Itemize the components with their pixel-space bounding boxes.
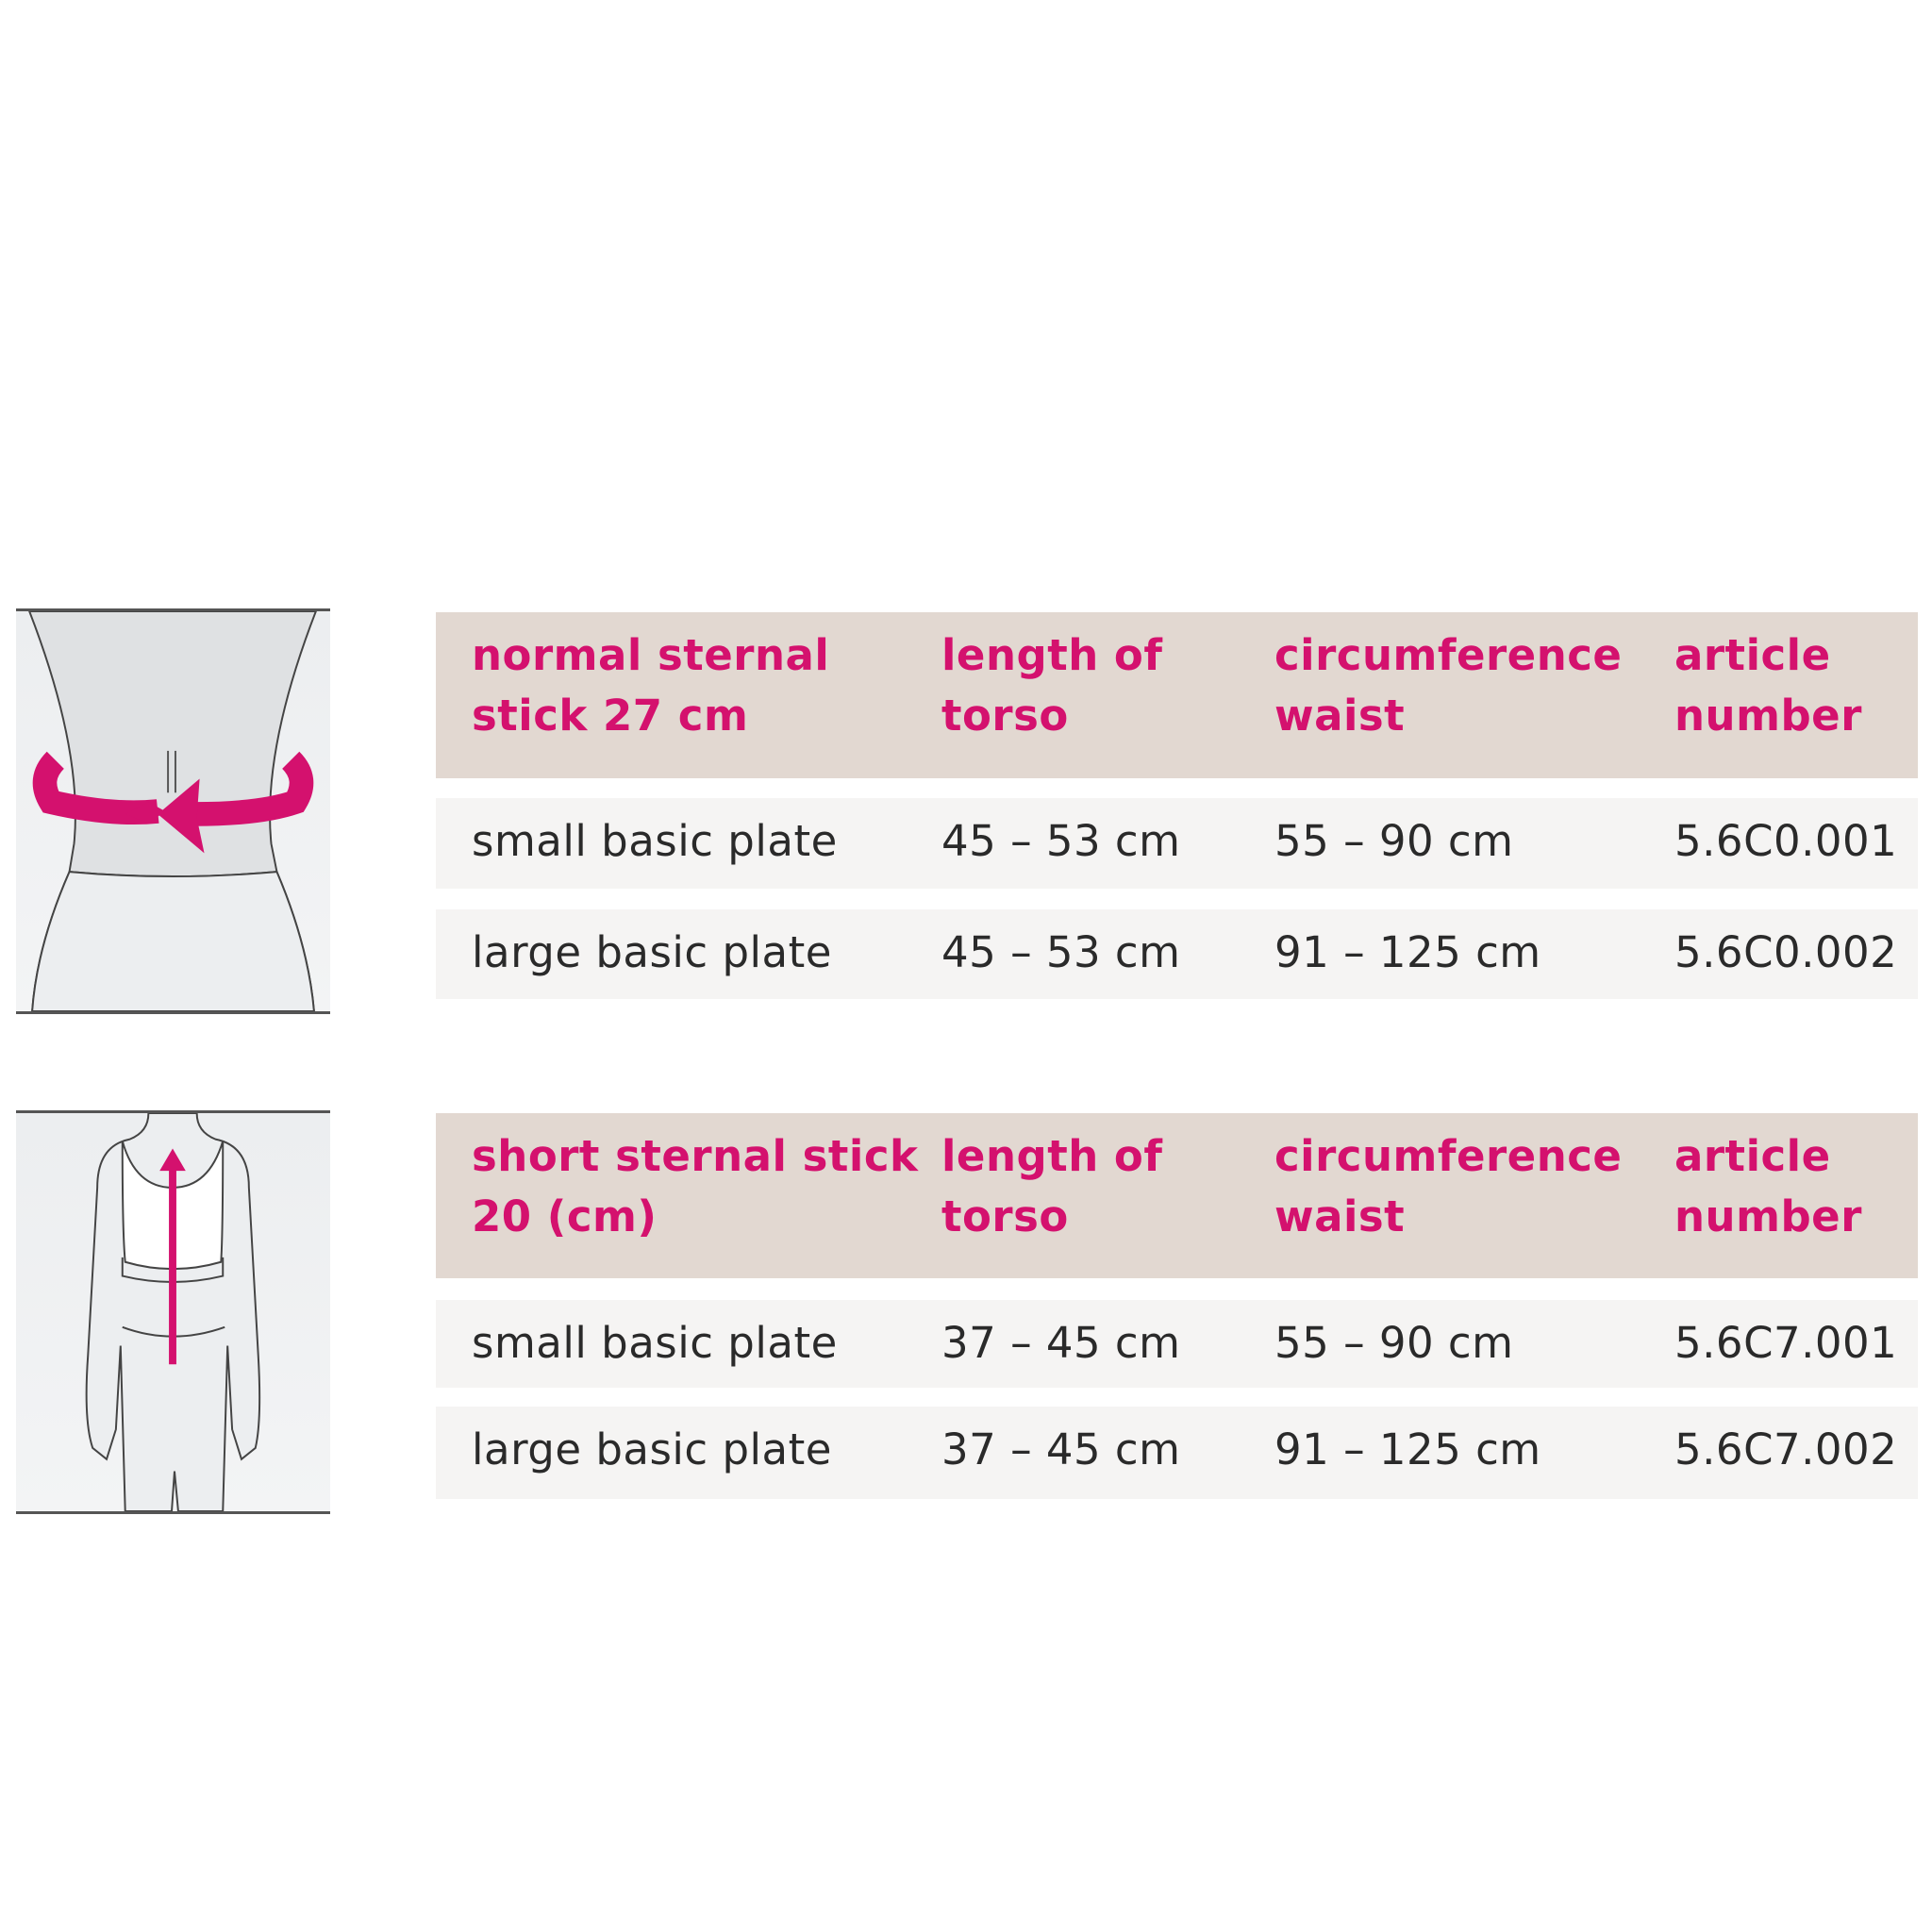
header-article-number: article number: [1674, 1131, 1862, 1241]
cell-article-number: 5.6C7.001: [1674, 1318, 1898, 1368]
header-variant: short sternal stick 20 (cm): [472, 1131, 919, 1241]
cell-article-number: 5.6C7.002: [1674, 1424, 1898, 1474]
header-article-number: article number: [1674, 630, 1862, 741]
header-waist: circumference waist: [1274, 630, 1623, 741]
table-row: small basic plate 37 – 45 cm 55 – 90 cm …: [436, 1300, 1918, 1388]
cell-plate: large basic plate: [472, 927, 832, 977]
cell-plate: large basic plate: [472, 1424, 832, 1474]
cell-torso-length: 45 – 53 cm: [941, 816, 1181, 866]
cell-torso-length: 37 – 45 cm: [941, 1318, 1181, 1368]
header-variant: normal sternal stick 27 cm: [472, 630, 830, 741]
table-header: short sternal stick 20 (cm) length of to…: [436, 1113, 1918, 1278]
table-row: large basic plate 37 – 45 cm 91 – 125 cm…: [436, 1407, 1918, 1499]
cell-waist: 55 – 90 cm: [1274, 1318, 1514, 1368]
cell-plate: small basic plate: [472, 816, 838, 866]
cell-torso-length: 37 – 45 cm: [941, 1424, 1181, 1474]
cell-waist: 91 – 125 cm: [1274, 927, 1541, 977]
table-row: large basic plate 45 – 53 cm 91 – 125 cm…: [436, 909, 1918, 999]
table-row: small basic plate 45 – 53 cm 55 – 90 cm …: [436, 798, 1918, 889]
cell-waist: 55 – 90 cm: [1274, 816, 1514, 866]
size-table-short-stick: short sternal stick 20 (cm) length of to…: [436, 1113, 1918, 1500]
header-torso-length: length of torso: [941, 1131, 1163, 1241]
waist-circumference-measure-icon: [16, 608, 330, 1014]
header-torso-length: length of torso: [941, 630, 1163, 741]
cell-torso-length: 45 – 53 cm: [941, 927, 1181, 977]
cell-waist: 91 – 125 cm: [1274, 1424, 1541, 1474]
torso-length-measure-icon: [16, 1110, 330, 1514]
table-header: normal sternal stick 27 cm length of tor…: [436, 612, 1918, 778]
cell-plate: small basic plate: [472, 1318, 838, 1368]
cell-article-number: 5.6C0.002: [1674, 927, 1898, 977]
cell-article-number: 5.6C0.001: [1674, 816, 1898, 866]
size-table-normal-stick: normal sternal stick 27 cm length of tor…: [436, 612, 1918, 999]
header-waist: circumference waist: [1274, 1131, 1623, 1241]
